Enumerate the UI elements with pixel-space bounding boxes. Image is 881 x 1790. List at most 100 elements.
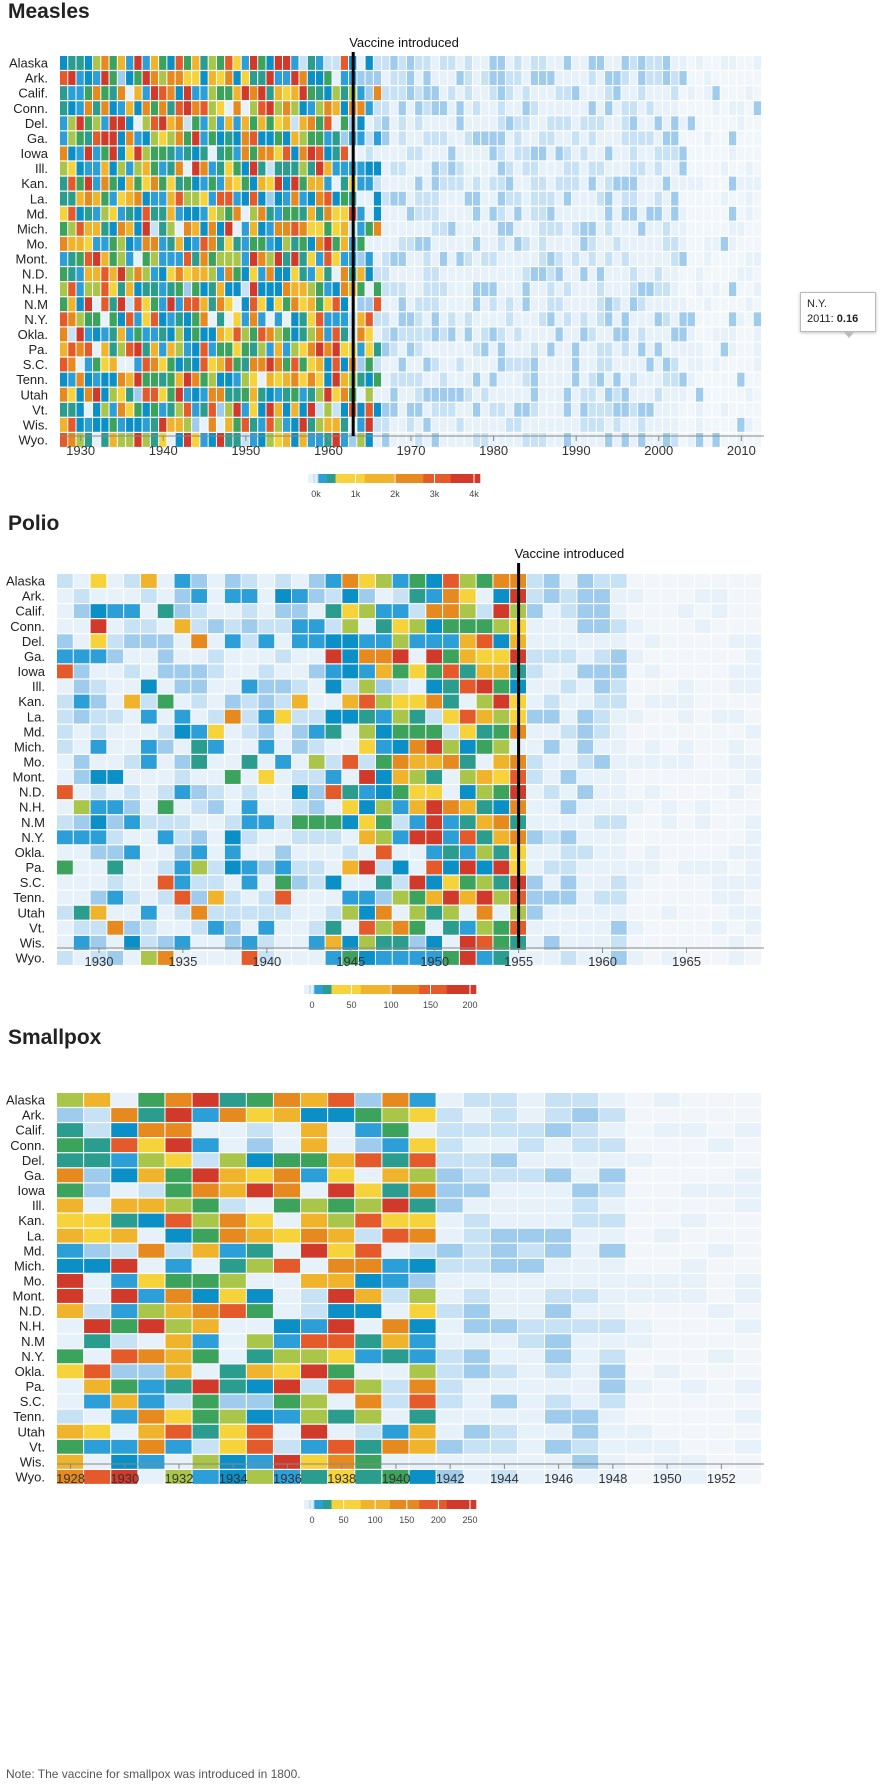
heatmap-cell[interactable] xyxy=(436,1138,463,1153)
heatmap-cell[interactable] xyxy=(596,56,605,70)
heatmap-cell[interactable] xyxy=(246,1409,273,1424)
heatmap-cell[interactable] xyxy=(415,417,423,432)
heatmap-cell[interactable] xyxy=(140,860,157,875)
heatmap-cell[interactable] xyxy=(409,1168,436,1183)
heatmap-cell[interactable] xyxy=(291,387,299,402)
heatmap-cell[interactable] xyxy=(704,86,712,101)
heatmap-cell[interactable] xyxy=(273,1319,301,1334)
heatmap-cell[interactable] xyxy=(109,101,117,116)
heatmap-cell[interactable] xyxy=(246,1424,273,1439)
heatmap-cell[interactable] xyxy=(57,1258,84,1273)
heatmap-cell[interactable] xyxy=(671,131,679,146)
heatmap-cell[interactable] xyxy=(258,619,275,634)
heatmap-cell[interactable] xyxy=(711,845,728,860)
heatmap-cell[interactable] xyxy=(653,1289,680,1303)
heatmap-cell[interactable] xyxy=(443,860,459,875)
heatmap-cell[interactable] xyxy=(241,679,258,694)
heatmap-cell[interactable] xyxy=(316,282,324,297)
heatmap-cell[interactable] xyxy=(84,282,93,297)
heatmap-cell[interactable] xyxy=(610,739,627,754)
heatmap-cell[interactable] xyxy=(175,101,183,116)
heatmap-cell[interactable] xyxy=(745,372,753,387)
heatmap-cell[interactable] xyxy=(522,357,530,372)
heatmap-cell[interactable] xyxy=(605,71,613,85)
heatmap-cell[interactable] xyxy=(517,1454,545,1469)
heatmap-cell[interactable] xyxy=(679,417,687,432)
heatmap-cell[interactable] xyxy=(463,1379,490,1394)
heatmap-cell[interactable] xyxy=(392,830,409,845)
heatmap-cell[interactable] xyxy=(443,634,459,649)
heatmap-cell[interactable] xyxy=(728,342,737,357)
heatmap-cell[interactable] xyxy=(678,679,694,694)
heatmap-cell[interactable] xyxy=(301,1349,328,1364)
heatmap-cell[interactable] xyxy=(301,1123,328,1138)
heatmap-cell[interactable] xyxy=(610,604,627,619)
heatmap-cell[interactable] xyxy=(678,845,694,860)
heatmap-cell[interactable] xyxy=(332,267,340,281)
heatmap-cell[interactable] xyxy=(707,1439,734,1454)
heatmap-cell[interactable] xyxy=(324,402,332,417)
heatmap-cell[interactable] xyxy=(390,56,398,70)
heatmap-cell[interactable] xyxy=(613,146,621,161)
heatmap-cell[interactable] xyxy=(233,56,241,70)
heatmap-cell[interactable] xyxy=(464,297,472,312)
heatmap-cell[interactable] xyxy=(249,433,258,447)
heatmap-cell[interactable] xyxy=(695,327,704,342)
heatmap-cell[interactable] xyxy=(275,679,291,694)
heatmap-cell[interactable] xyxy=(545,1439,572,1454)
heatmap-cell[interactable] xyxy=(646,297,654,312)
heatmap-cell[interactable] xyxy=(126,161,134,176)
heatmap-cell[interactable] xyxy=(505,297,514,312)
heatmap-cell[interactable] xyxy=(679,221,687,236)
heatmap-cell[interactable] xyxy=(472,433,481,447)
heatmap-cell[interactable] xyxy=(610,709,627,724)
heatmap-cell[interactable] xyxy=(365,131,373,146)
heatmap-cell[interactable] xyxy=(599,1183,626,1198)
heatmap-cell[interactable] xyxy=(431,206,439,221)
heatmap-cell[interactable] xyxy=(150,297,159,312)
heatmap-cell[interactable] xyxy=(572,1123,599,1138)
heatmap-cell[interactable] xyxy=(183,131,192,146)
heatmap-cell[interactable] xyxy=(282,86,291,101)
heatmap-cell[interactable] xyxy=(324,327,332,342)
heatmap-cell[interactable] xyxy=(654,146,662,161)
heatmap-cell[interactable] xyxy=(84,1108,111,1122)
heatmap-cell[interactable] xyxy=(273,1168,301,1183)
heatmap-cell[interactable] xyxy=(588,161,596,176)
heatmap-cell[interactable] xyxy=(472,101,481,116)
heatmap-cell[interactable] xyxy=(464,357,472,372)
heatmap-cell[interactable] xyxy=(107,770,124,784)
heatmap-cell[interactable] xyxy=(605,131,613,146)
heatmap-cell[interactable] xyxy=(577,875,594,890)
heatmap-cell[interactable] xyxy=(627,830,644,845)
heatmap-cell[interactable] xyxy=(627,679,644,694)
heatmap-cell[interactable] xyxy=(224,619,241,634)
heatmap-cell[interactable] xyxy=(481,161,489,176)
heatmap-cell[interactable] xyxy=(481,86,489,101)
heatmap-cell[interactable] xyxy=(174,830,191,845)
heatmap-cell[interactable] xyxy=(527,574,543,588)
heatmap-cell[interactable] xyxy=(117,56,126,70)
heatmap-cell[interactable] xyxy=(439,372,448,387)
heatmap-cell[interactable] xyxy=(150,282,159,297)
heatmap-cell[interactable] xyxy=(175,402,183,417)
heatmap-cell[interactable] xyxy=(734,1228,761,1243)
heatmap-cell[interactable] xyxy=(530,417,539,432)
heatmap-cell[interactable] xyxy=(472,206,481,221)
heatmap-cell[interactable] xyxy=(90,920,107,935)
heatmap-cell[interactable] xyxy=(679,312,687,327)
heatmap-cell[interactable] xyxy=(653,1243,680,1258)
heatmap-cell[interactable] xyxy=(654,252,662,266)
heatmap-cell[interactable] xyxy=(695,101,704,116)
heatmap-cell[interactable] xyxy=(392,634,409,649)
heatmap-cell[interactable] xyxy=(463,1153,490,1168)
heatmap-cell[interactable] xyxy=(73,951,90,965)
heatmap-cell[interactable] xyxy=(382,221,390,236)
heatmap-cell[interactable] xyxy=(605,312,613,327)
heatmap-cell[interactable] xyxy=(463,1439,490,1454)
heatmap-cell[interactable] xyxy=(241,935,258,950)
heatmap-cell[interactable] xyxy=(661,875,678,890)
heatmap-cell[interactable] xyxy=(644,724,661,739)
heatmap-cell[interactable] xyxy=(150,236,159,251)
heatmap-cell[interactable] xyxy=(543,589,560,603)
